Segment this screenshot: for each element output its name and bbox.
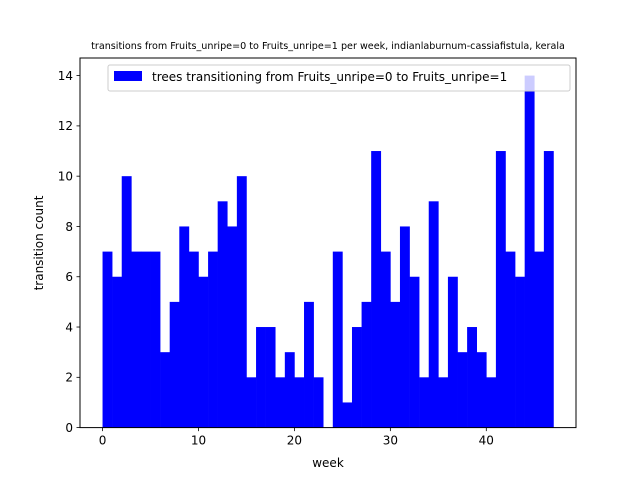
bar-week-38 [467, 327, 478, 428]
bar-week-19 [284, 352, 295, 428]
bar-week-12 [217, 201, 228, 428]
bar-week-40 [486, 377, 497, 428]
bar-week-15 [246, 377, 257, 428]
bar-week-17 [265, 327, 276, 428]
x-tick-label: 0 [99, 434, 107, 448]
x-tick-label: 20 [287, 434, 302, 448]
bar-week-26 [351, 327, 362, 428]
bar-week-32 [409, 276, 420, 428]
bar-week-7 [169, 301, 180, 428]
x-tick-label: 30 [383, 434, 398, 448]
bar-week-36 [447, 276, 458, 428]
y-tick-label: 12 [58, 119, 73, 133]
bar-week-29 [380, 251, 391, 428]
bar-week-9 [188, 251, 199, 428]
bar-week-18 [275, 377, 286, 428]
bar-week-34 [428, 201, 439, 428]
bar-week-37 [457, 352, 468, 428]
bar-week-42 [505, 251, 516, 428]
bar-week-21 [304, 301, 314, 428]
x-axis-ticks: 0 10 20 30 40 [99, 427, 494, 448]
bar-week-1 [112, 276, 123, 428]
bar-week-33 [419, 377, 430, 428]
bar-week-6 [160, 352, 171, 428]
bar-week-13 [227, 226, 238, 428]
legend-swatch [114, 71, 142, 81]
y-tick-label: 8 [65, 220, 73, 234]
legend-label: trees transitioning from Fruits_unripe=0… [152, 70, 507, 84]
y-tick-label: 6 [65, 270, 73, 284]
bar-week-11 [208, 251, 218, 428]
bar-week-43 [515, 276, 525, 428]
bar-week-45 [534, 251, 545, 428]
y-axis-ticks: 0 2 4 6 8 10 12 14 [58, 69, 80, 435]
bar-week-4 [140, 251, 151, 428]
legend-box [107, 64, 571, 92]
bar-week-22 [313, 377, 324, 428]
y-tick-label: 0 [65, 421, 73, 435]
bar-week-10 [198, 276, 209, 428]
bar-week-3 [131, 251, 142, 428]
bar-week-35 [438, 377, 449, 428]
bar-week-14 [236, 176, 247, 428]
legend: trees transitioning from Fruits_unripe=0… [107, 64, 571, 92]
bar-week-24 [332, 251, 343, 428]
plot-frame [79, 57, 577, 429]
bar-week-8 [179, 226, 190, 428]
y-tick-label: 10 [58, 169, 73, 183]
bar-week-44 [524, 75, 535, 428]
chart-title: transitions from Fruits_unripe=0 to Frui… [91, 41, 565, 52]
bar-week-41 [495, 151, 506, 428]
bar-week-16 [256, 327, 266, 428]
bar-week-25 [342, 402, 353, 428]
bar-week-28 [371, 151, 382, 428]
y-tick-label: 2 [65, 371, 73, 385]
bar-week-46 [543, 151, 554, 428]
bars-group [102, 75, 554, 428]
bar-week-31 [399, 226, 410, 428]
x-tick-label: 10 [191, 434, 206, 448]
x-axis-label: week [312, 456, 344, 470]
bar-week-30 [390, 301, 401, 428]
bar-week-2 [121, 176, 132, 428]
y-axis-label: transition count [32, 195, 46, 290]
bar-week-27 [361, 301, 372, 428]
x-tick-label: 40 [479, 434, 494, 448]
y-tick-label: 14 [58, 69, 73, 83]
y-tick-label: 4 [65, 320, 73, 334]
bar-week-5 [150, 251, 161, 428]
bar-week-0 [102, 251, 113, 428]
bar-week-39 [476, 352, 487, 428]
bar-week-20 [294, 377, 305, 428]
